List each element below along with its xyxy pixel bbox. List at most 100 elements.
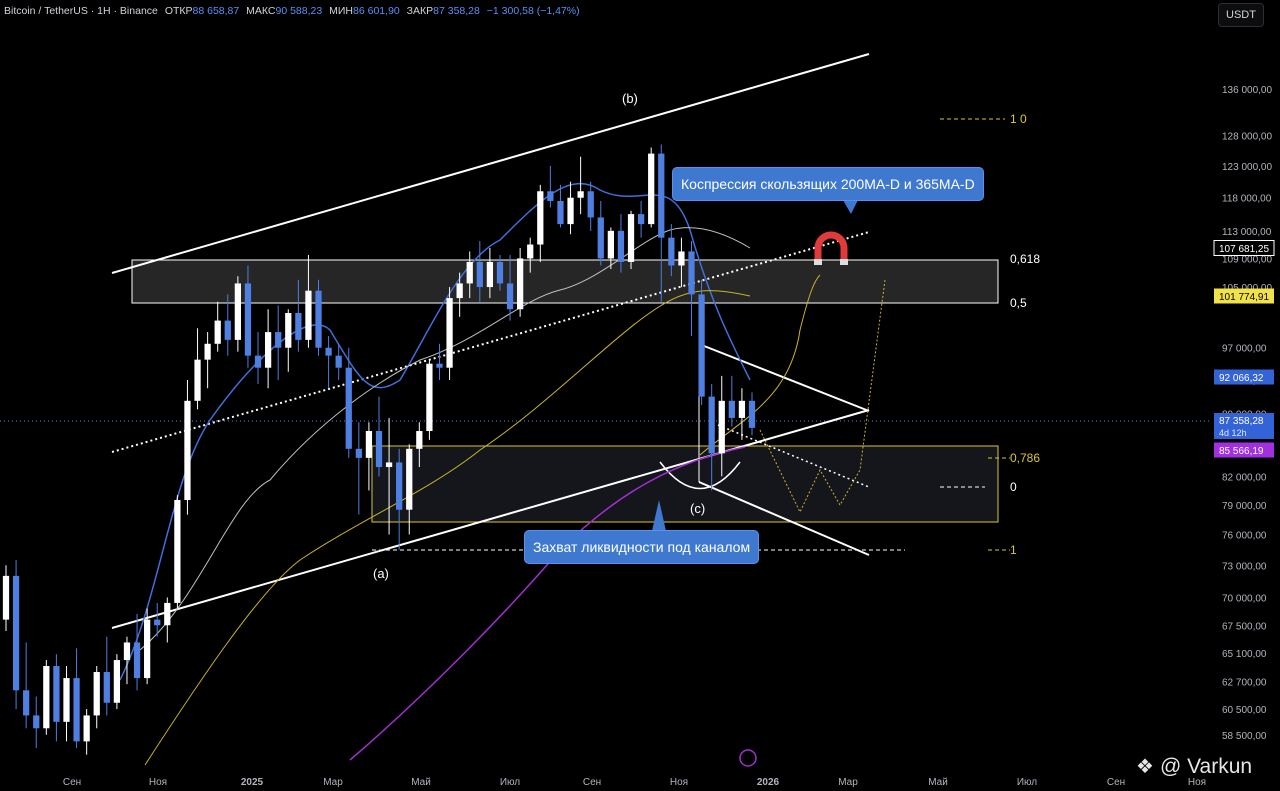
candle-body	[53, 666, 60, 722]
y-tick-label: 73 000,00	[1222, 561, 1267, 572]
x-tick-label: Май	[928, 777, 948, 788]
candle-body	[627, 214, 635, 262]
price-label: 101 774,91	[1219, 292, 1269, 303]
candle-body	[254, 355, 262, 368]
magnet-tip-left	[814, 259, 822, 265]
low-label: МИН	[329, 5, 354, 17]
price-label-bg	[1214, 413, 1274, 439]
candle-body	[2, 575, 10, 620]
candle-body	[375, 431, 383, 468]
price-label-sub: 4d 12h	[1219, 428, 1247, 438]
candle-body	[234, 283, 241, 340]
candle-body	[23, 690, 30, 716]
candle-body	[527, 244, 534, 259]
candle-body	[416, 431, 423, 449]
candle-body	[194, 359, 201, 401]
y-tick-label: 136 000,00	[1222, 85, 1272, 96]
candle-body	[204, 343, 211, 360]
candle-body	[517, 258, 524, 310]
channel-lower-line	[111, 409, 870, 629]
candle-body	[426, 363, 433, 432]
channel-upper-line	[111, 53, 870, 274]
fib-label: 1 0	[1010, 112, 1027, 126]
y-tick-label: 67 500,00	[1222, 621, 1267, 632]
candle-body	[63, 678, 70, 722]
chart-header: Bitcoin / TetherUS · 1H · Binance ОТКР88…	[4, 5, 580, 17]
price-label: 85 566,19	[1219, 446, 1264, 457]
candle-body	[466, 261, 473, 284]
y-tick-label: 118 000,00	[1222, 194, 1272, 205]
x-tick-label: Сен	[1107, 777, 1125, 788]
magnet-body	[814, 231, 848, 262]
candle-body	[144, 619, 151, 679]
x-tick-label: Ноя	[149, 777, 167, 788]
lightning-icon	[739, 749, 757, 767]
price-label-bg	[1214, 442, 1274, 458]
open-label: ОТКР	[164, 5, 193, 17]
wave-c-label: (c)	[690, 501, 705, 516]
candle-body	[214, 320, 221, 344]
candle-body	[446, 298, 453, 368]
price-label-bg	[1214, 288, 1274, 304]
candle-body	[264, 332, 272, 368]
x-tick-label: Сен	[583, 777, 601, 788]
candle-body	[73, 678, 80, 742]
symbol-title: Bitcoin / TetherUS · 1H · Binance	[4, 5, 158, 17]
resistance-zone	[131, 259, 999, 304]
change-value: −1 300,58 (−1,47%)	[486, 5, 580, 17]
x-tick-label: Июл	[1017, 777, 1037, 788]
candle-body	[547, 191, 554, 201]
x-tick-label: Май	[411, 777, 431, 788]
y-tick-label: 79 000,00	[1222, 501, 1267, 512]
callout-tail	[652, 500, 666, 531]
candle-body	[668, 237, 675, 266]
y-tick-label: 60 500,00	[1222, 705, 1267, 716]
candle-body	[133, 642, 141, 679]
candle-body	[688, 251, 695, 295]
magnet-tip-right	[840, 259, 848, 265]
candle-body	[698, 294, 705, 397]
candle-body	[12, 575, 20, 691]
candle-body	[557, 200, 564, 225]
candle-body	[244, 283, 252, 356]
channel-mid-line	[111, 231, 870, 453]
currency-button[interactable]: USDT	[1218, 3, 1264, 27]
candle-body	[355, 448, 362, 458]
y-tick-label: 128 000,00	[1222, 131, 1272, 142]
candle-body	[365, 431, 373, 458]
x-tick-label: Мар	[323, 777, 343, 788]
candle-body	[537, 191, 544, 245]
watermark-text: @ Varkun	[1159, 754, 1253, 778]
candle-body	[123, 642, 131, 661]
fib-label: 0	[1010, 480, 1017, 494]
candle-body	[93, 672, 100, 716]
candle-body	[315, 290, 322, 348]
x-tick-label: Мар	[838, 777, 858, 788]
candle-body	[648, 153, 655, 225]
high-value: 90 588,23	[275, 5, 323, 17]
price-label: 107 681,25	[1219, 244, 1269, 255]
wave-a-label: (a)	[373, 566, 389, 581]
price-label-bg	[1214, 369, 1274, 385]
candle-body	[113, 660, 121, 703]
open-value: 88 658,87	[192, 5, 240, 17]
candle-body	[456, 283, 463, 299]
y-tick-label: 113 000,00	[1222, 227, 1272, 238]
y-tick-label: 109 000,00	[1222, 254, 1272, 265]
y-tick-label: 58 500,00	[1222, 731, 1267, 742]
x-tick-label: 2025	[241, 777, 264, 788]
ma-blue-line	[119, 183, 751, 681]
candle-body	[43, 666, 50, 729]
candle-body	[728, 400, 735, 418]
candle-body	[184, 400, 191, 501]
candle-body	[396, 462, 403, 510]
high-label: МАКС	[246, 5, 276, 17]
price-label-bg	[1213, 240, 1275, 256]
author-watermark: ❖ @ Varkun	[1136, 754, 1252, 779]
y-tick-label: 65 100,00	[1222, 649, 1267, 660]
liquidity-callout: Захват ликвидности под каналом	[525, 531, 759, 563]
candle-body	[718, 400, 725, 454]
candle-body	[748, 400, 756, 428]
candle-body	[607, 230, 614, 259]
